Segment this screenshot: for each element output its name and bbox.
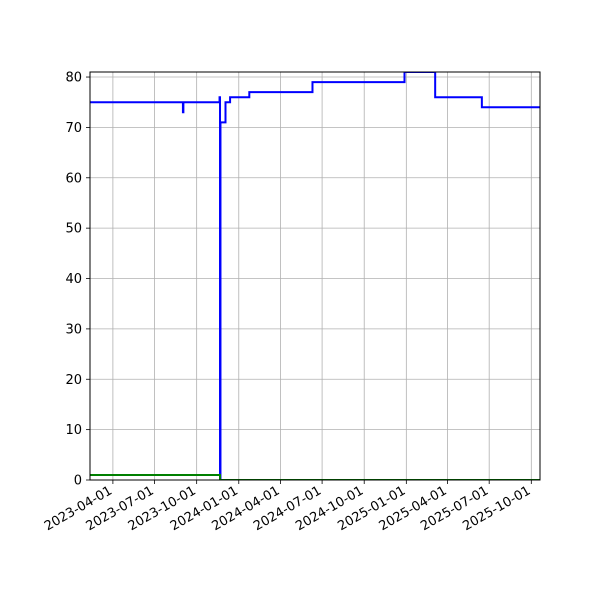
y-tick-label: 70 — [65, 121, 82, 136]
y-tick-label: 10 — [65, 423, 82, 438]
y-tick-label: 40 — [65, 272, 82, 287]
y-tick-label: 80 — [65, 71, 82, 86]
x-axis: 2023-04-012023-07-012023-10-012024-01-01… — [42, 480, 533, 534]
plot-frame — [89, 71, 541, 481]
series-lines — [90, 72, 540, 480]
y-axis: 0 10 20 30 40 50 60 70 80 — [65, 71, 90, 489]
y-tick-label: 20 — [65, 373, 82, 388]
y-tick-label: 30 — [65, 322, 82, 337]
y-tick-label: 60 — [65, 171, 82, 186]
y-tick-label: 0 — [74, 474, 82, 489]
grid-lines — [90, 72, 540, 481]
series-line-2 — [90, 473, 540, 480]
series-line-1 — [90, 72, 540, 480]
y-tick-label: 50 — [65, 222, 82, 237]
